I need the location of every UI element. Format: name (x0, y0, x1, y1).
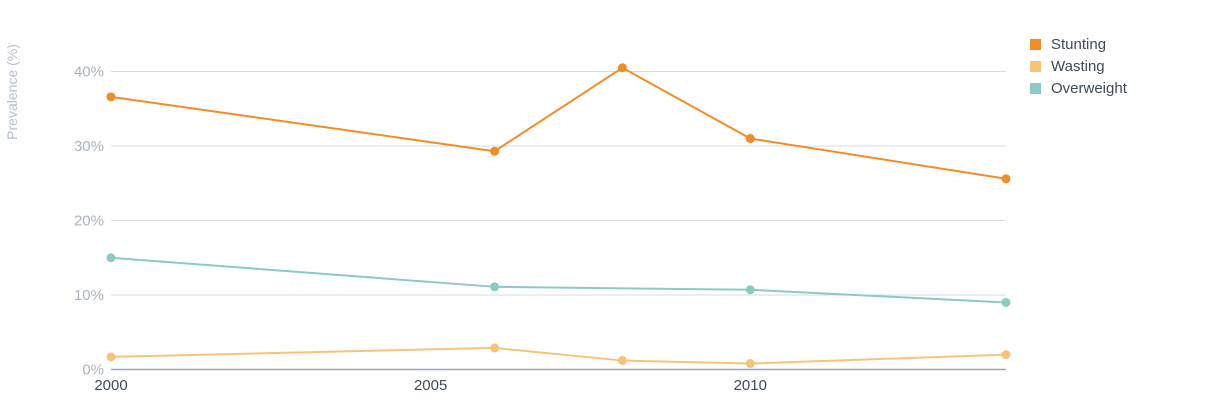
y-tick-label: 0% (82, 362, 104, 379)
x-axis-ticks: 2000 2005 2010 (94, 377, 767, 394)
legend-swatch-stunting (1030, 38, 1041, 50)
series-stunting (106, 63, 1011, 184)
legend-label-wasting: Wasting (1051, 57, 1105, 75)
data-point-stunting[interactable] (745, 134, 755, 144)
data-point-stunting[interactable] (490, 146, 500, 156)
x-tick-label: 2005 (414, 377, 447, 394)
data-point-overweight[interactable] (106, 253, 116, 263)
y-tick-label: 40% (74, 64, 104, 81)
series-line-stunting (110, 66, 1007, 180)
data-point-wasting[interactable] (745, 359, 755, 369)
data-point-wasting[interactable] (106, 352, 116, 362)
data-point-wasting[interactable] (1001, 350, 1011, 360)
data-point-overweight[interactable] (745, 285, 755, 295)
series-line-wasting (110, 346, 1007, 365)
legend-item-overweight[interactable]: Overweight (1030, 77, 1127, 99)
data-point-overweight[interactable] (490, 282, 500, 292)
data-point-wasting[interactable] (617, 356, 627, 366)
grid-lines (111, 71, 1006, 296)
series-overweight (106, 253, 1011, 307)
legend: Stunting Wasting Overweight (1030, 33, 1127, 99)
data-point-stunting[interactable] (617, 63, 627, 73)
data-point-stunting[interactable] (106, 92, 116, 102)
y-tick-label: 20% (74, 213, 104, 230)
y-axis-title: Prevalence (%) (4, 44, 20, 140)
x-tick-label: 2010 (734, 377, 767, 394)
data-point-wasting[interactable] (490, 343, 500, 353)
data-point-overweight[interactable] (1001, 297, 1011, 307)
y-tick-label: 30% (74, 138, 104, 155)
legend-swatch-overweight (1030, 82, 1041, 94)
y-axis-ticks: 0% 10% 20% 30% 40% (74, 64, 104, 379)
series-wasting (106, 343, 1011, 369)
series-layer (106, 63, 1011, 369)
legend-swatch-wasting (1030, 60, 1041, 72)
legend-label-stunting: Stunting (1051, 35, 1107, 53)
legend-item-stunting[interactable]: Stunting (1030, 33, 1127, 55)
data-point-stunting[interactable] (1001, 174, 1011, 184)
legend-label-overweight: Overweight (1051, 79, 1127, 97)
y-tick-label: 10% (74, 287, 104, 304)
x-tick-label: 2000 (94, 377, 127, 394)
legend-item-wasting[interactable]: Wasting (1030, 55, 1127, 77)
series-line-overweight (110, 256, 1007, 304)
